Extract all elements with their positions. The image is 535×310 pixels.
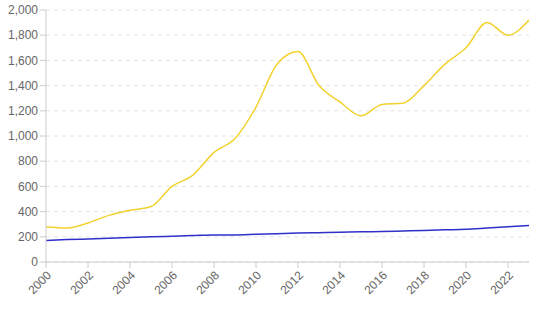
svg-text:2010: 2010 — [235, 268, 264, 297]
svg-text:200: 200 — [18, 230, 38, 244]
svg-text:2018: 2018 — [403, 268, 432, 297]
svg-text:2016: 2016 — [361, 268, 390, 297]
svg-text:2020: 2020 — [445, 268, 474, 297]
svg-text:800: 800 — [18, 154, 38, 168]
svg-text:2000: 2000 — [25, 268, 54, 297]
svg-text:2012: 2012 — [277, 268, 306, 297]
svg-text:400: 400 — [18, 205, 38, 219]
svg-text:1,400: 1,400 — [8, 79, 38, 93]
svg-text:2014: 2014 — [319, 268, 348, 297]
svg-text:1,600: 1,600 — [8, 54, 38, 68]
svg-text:1,200: 1,200 — [8, 104, 38, 118]
svg-text:0: 0 — [31, 255, 38, 269]
svg-text:2004: 2004 — [109, 268, 138, 297]
svg-text:2022: 2022 — [487, 268, 516, 297]
svg-text:1,800: 1,800 — [8, 28, 38, 42]
svg-text:600: 600 — [18, 180, 38, 194]
svg-text:2006: 2006 — [151, 268, 180, 297]
svg-text:2002: 2002 — [67, 268, 96, 297]
svg-text:2,000: 2,000 — [8, 3, 38, 17]
svg-text:1,000: 1,000 — [8, 129, 38, 143]
svg-text:2008: 2008 — [193, 268, 222, 297]
